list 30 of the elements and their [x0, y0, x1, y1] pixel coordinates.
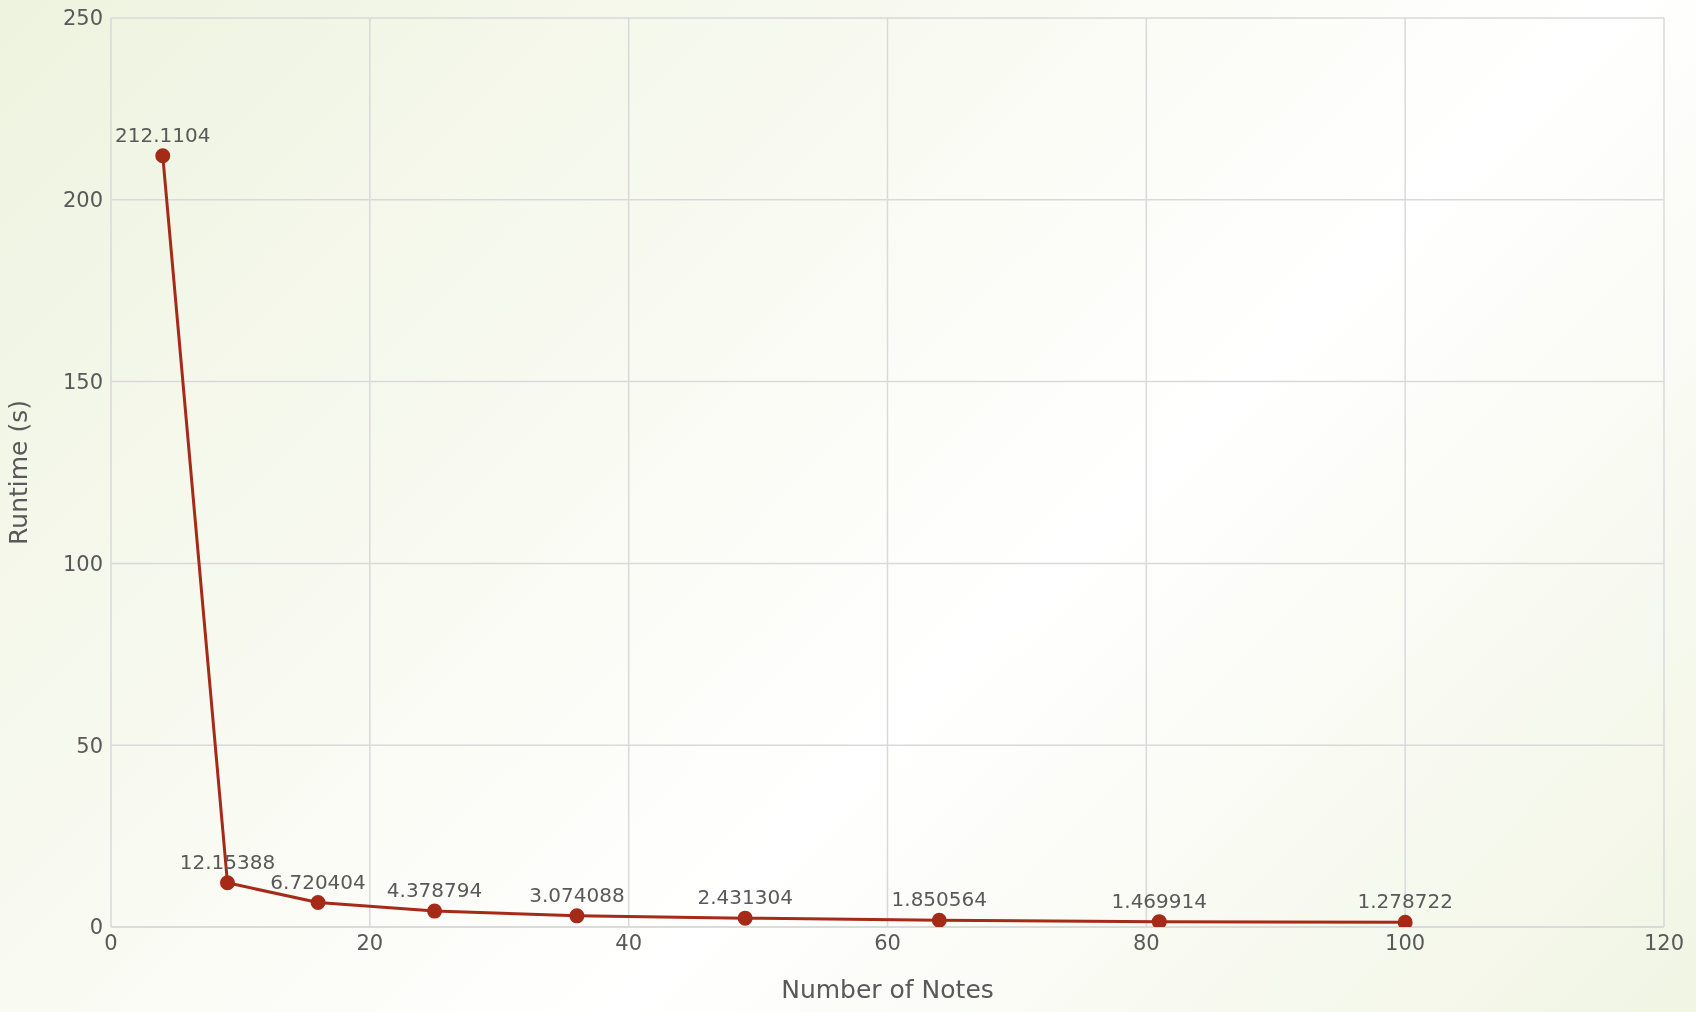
- point: [427, 903, 443, 919]
- point: [931, 912, 947, 927]
- y-tick-label: 50: [76, 733, 103, 758]
- y-tick-label: 200: [62, 188, 103, 213]
- x-tick-label: 60: [874, 930, 901, 955]
- data-label: 212.1104: [115, 122, 211, 147]
- x-axis-title: Number of Notes: [781, 975, 994, 1004]
- point: [219, 875, 235, 891]
- point: [1151, 914, 1167, 927]
- x-tick-label: 40: [615, 930, 643, 955]
- y-tick-label: 150: [62, 370, 103, 395]
- y-tick-label: 100: [62, 551, 103, 576]
- data-label: 3.074088: [529, 882, 625, 907]
- data-label: 2.431304: [697, 885, 793, 910]
- x-tick-label: 120: [1643, 930, 1685, 955]
- x-tick-label: 80: [1132, 930, 1160, 955]
- point: [155, 148, 171, 164]
- data-label: 1.469914: [1111, 888, 1207, 913]
- data-label: 4.378794: [386, 878, 483, 903]
- y-axis-title: Runtime (s): [3, 400, 33, 545]
- point: [569, 908, 585, 924]
- point: [737, 910, 753, 926]
- data-label: 1.278722: [1357, 889, 1453, 914]
- point: [310, 895, 326, 911]
- data-label: 1.850564: [891, 887, 987, 912]
- point: [1397, 914, 1413, 927]
- y-tick-label: 250: [62, 6, 103, 31]
- x-tick-label: 20: [356, 930, 384, 955]
- x-tick-label: 100: [1385, 930, 1426, 955]
- data-label: 6.720404: [270, 869, 366, 894]
